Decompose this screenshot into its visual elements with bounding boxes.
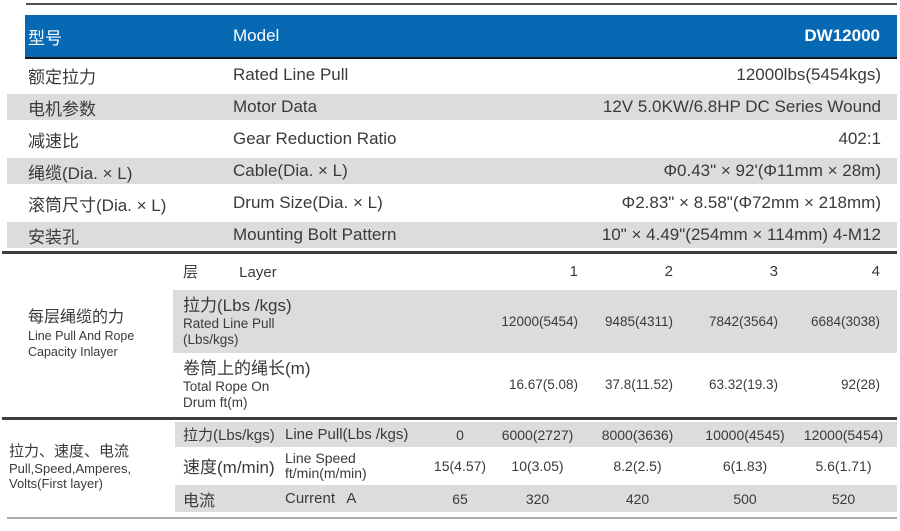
row-value: 12V 5.0KW/6.8HP DC Series Wound bbox=[602, 97, 881, 116]
spec-row-gear-ratio: 减速比 Gear Reduction Ratio 402:1 bbox=[7, 123, 897, 155]
pull-value: 6000(2727) bbox=[501, 426, 574, 443]
rope-value: 37.8(11.52) bbox=[604, 377, 673, 392]
speed-value: 10(3.05) bbox=[511, 457, 564, 474]
layer-number: 3 bbox=[769, 262, 778, 280]
speed-value: 5.6(1.71) bbox=[815, 457, 872, 474]
label-en: Drum ft(m) bbox=[183, 394, 248, 410]
group-label-en: Volts(First layer) bbox=[9, 476, 103, 491]
model-number: DW12000 bbox=[804, 26, 880, 45]
header-rule bbox=[25, 57, 897, 59]
group-label-en: Pull,Speed,Amperes, bbox=[9, 461, 132, 476]
line-pull-row: 拉力(Lbs/kgs) Line Pull(Lbs /kgs) 0 6000(2… bbox=[175, 420, 897, 448]
label-cn: 拉力(Lbs/kgs) bbox=[183, 427, 275, 444]
current-value: 500 bbox=[733, 490, 757, 507]
pull-value: 0 bbox=[456, 426, 464, 443]
pull-value: 7842(3564) bbox=[708, 314, 778, 329]
row-label-en: Cable(Dia. × L) bbox=[233, 161, 348, 180]
current-row: 电流 Current A 65 320 420 500 520 bbox=[175, 483, 897, 513]
group-label-en: Line Pull And Rope bbox=[28, 329, 135, 343]
speed-value: 8.2(2.5) bbox=[613, 457, 662, 474]
row-value: 10" × 4.49"(254mm × 114mm) 4-M12 bbox=[601, 225, 881, 244]
row-value: 12000lbs(5454kgs) bbox=[736, 65, 881, 84]
performance-group-label: 拉力、速度、电流 Pull,Speed,Amperes, Volts(First… bbox=[0, 420, 175, 513]
rated-pull-label: 拉力(Lbs /kgs) Rated Line Pull (Lbs/kgs) bbox=[173, 296, 490, 348]
label-en: Total Rope On bbox=[183, 378, 270, 394]
label-en: Line Speed ft/min(m/min) bbox=[285, 449, 420, 481]
rope-value: 63.32(19.3) bbox=[708, 377, 778, 392]
section-divider bbox=[2, 417, 897, 420]
layer-table: 层 Layer 1 2 3 4 拉力(Lbs /kgs) Rated Line … bbox=[173, 254, 897, 414]
row-label-en: Motor Data bbox=[233, 97, 318, 116]
row-label-en: Drum Size(Dia. × L) bbox=[233, 193, 383, 212]
layer-number: 1 bbox=[569, 262, 578, 280]
header-label-cn: 型号 bbox=[28, 28, 62, 48]
section-divider bbox=[2, 251, 897, 254]
layer-number: 2 bbox=[664, 262, 673, 280]
layer-label-en: Layer bbox=[239, 263, 277, 281]
pull-value: 8000(3636) bbox=[601, 426, 674, 443]
row-label-cn: 电机参数 bbox=[28, 99, 96, 119]
line-speed-row: 速度(m/min) Line Speed ft/min(m/min) 15(4.… bbox=[175, 448, 897, 483]
group-label-en: Capacity Inlayer bbox=[28, 345, 118, 359]
spec-rows: 额定拉力 Rated Line Pull 12000lbs(5454kgs) 电… bbox=[7, 59, 897, 251]
label-cn: 电流 bbox=[183, 492, 216, 510]
current-value: 420 bbox=[625, 490, 650, 507]
speed-value: 15(4.57) bbox=[433, 457, 487, 474]
spec-row-mounting-bolt: 安装孔 Mounting Bolt Pattern 10" × 4.49"(25… bbox=[7, 219, 897, 251]
row-label-cn: 额定拉力 bbox=[28, 67, 96, 87]
rope-value: 92(28) bbox=[840, 377, 880, 392]
table-header: 型号 Model DW12000 bbox=[25, 15, 897, 57]
row-label-en: Gear Reduction Ratio bbox=[233, 129, 397, 148]
layer-capacity-section: 每层绳缆的力 Line Pull And Rope Capacity Inlay… bbox=[0, 254, 897, 414]
group-label-cn: 拉力、速度、电流 bbox=[9, 443, 130, 460]
label-cn: 拉力(Lbs /kgs) bbox=[183, 295, 292, 315]
row-label-en: Mounting Bolt Pattern bbox=[233, 225, 397, 244]
layer-number: 4 bbox=[871, 262, 880, 280]
label-en-line1: Line Speed bbox=[285, 449, 356, 466]
performance-table: 拉力(Lbs/kgs) Line Pull(Lbs /kgs) 0 6000(2… bbox=[175, 420, 897, 513]
row-label-en: Rated Line Pull bbox=[233, 65, 349, 84]
label-cn: 速度(m/min) bbox=[183, 458, 275, 477]
label-en: Line Pull(Lbs /kgs) bbox=[285, 426, 409, 443]
current-value: 320 bbox=[525, 490, 550, 507]
row-label-cn: 滚筒尺寸(Dia. × L) bbox=[28, 195, 167, 215]
rope-length-row: 卷筒上的绳长(m) Total Rope On Drum ft(m) 16.67… bbox=[173, 355, 897, 414]
pull-value: 6684(3038) bbox=[810, 314, 880, 329]
performance-section: 拉力、速度、电流 Pull,Speed,Amperes, Volts(First… bbox=[0, 420, 897, 513]
row-value: Φ0.43" × 92'(Φ11mm × 28m) bbox=[663, 161, 881, 180]
layer-header-label: 层 Layer bbox=[173, 261, 490, 282]
current-value: 520 bbox=[831, 490, 856, 507]
current-value: 65 bbox=[452, 490, 468, 507]
pull-value: 12000(5454) bbox=[501, 314, 578, 329]
pull-value: 10000(4545) bbox=[705, 426, 785, 443]
speed-value: 6(1.83) bbox=[722, 457, 768, 474]
label-en-line2: ft/min(m/min) bbox=[285, 464, 367, 481]
layer-section-group-label: 每层绳缆的力 Line Pull And Rope Capacity Inlay… bbox=[0, 254, 173, 414]
row-value: Φ2.83" × 8.58"(Φ72mm × 218mm) bbox=[621, 193, 881, 212]
layer-header-row: 层 Layer 1 2 3 4 bbox=[173, 254, 897, 288]
row-label-cn: 安装孔 bbox=[28, 227, 79, 247]
spec-row-rated-line-pull: 额定拉力 Rated Line Pull 12000lbs(5454kgs) bbox=[7, 59, 897, 91]
label-en: Current A bbox=[285, 490, 357, 507]
layer-label-cn: 层 bbox=[183, 263, 199, 281]
bottom-rule bbox=[7, 517, 897, 519]
header-label-en: Model bbox=[233, 26, 280, 45]
row-label-cn: 绳缆(Dia. × L) bbox=[28, 163, 133, 183]
rope-value: 16.67(5.08) bbox=[508, 377, 578, 392]
label-en: (Lbs/kgs) bbox=[183, 331, 239, 347]
pull-value: 12000(5454) bbox=[803, 426, 884, 443]
rated-pull-row: 拉力(Lbs /kgs) Rated Line Pull (Lbs/kgs) 1… bbox=[173, 288, 897, 355]
label-en: Rated Line Pull bbox=[183, 315, 275, 331]
rope-length-label: 卷筒上的绳长(m) Total Rope On Drum ft(m) bbox=[173, 359, 490, 411]
top-rule bbox=[26, 3, 897, 5]
spec-row-motor-data: 电机参数 Motor Data 12V 5.0KW/6.8HP DC Serie… bbox=[7, 91, 897, 123]
spec-row-cable: 绳缆(Dia. × L) Cable(Dia. × L) Φ0.43" × 92… bbox=[7, 155, 897, 187]
row-value: 402:1 bbox=[838, 129, 881, 148]
pull-value: 9485(4311) bbox=[604, 314, 673, 329]
label-cn: 卷筒上的绳长(m) bbox=[183, 358, 311, 378]
row-label-cn: 减速比 bbox=[28, 131, 79, 151]
group-label-cn: 每层绳缆的力 bbox=[28, 309, 125, 326]
spec-row-drum-size: 滚筒尺寸(Dia. × L) Drum Size(Dia. × L) Φ2.83… bbox=[7, 187, 897, 219]
